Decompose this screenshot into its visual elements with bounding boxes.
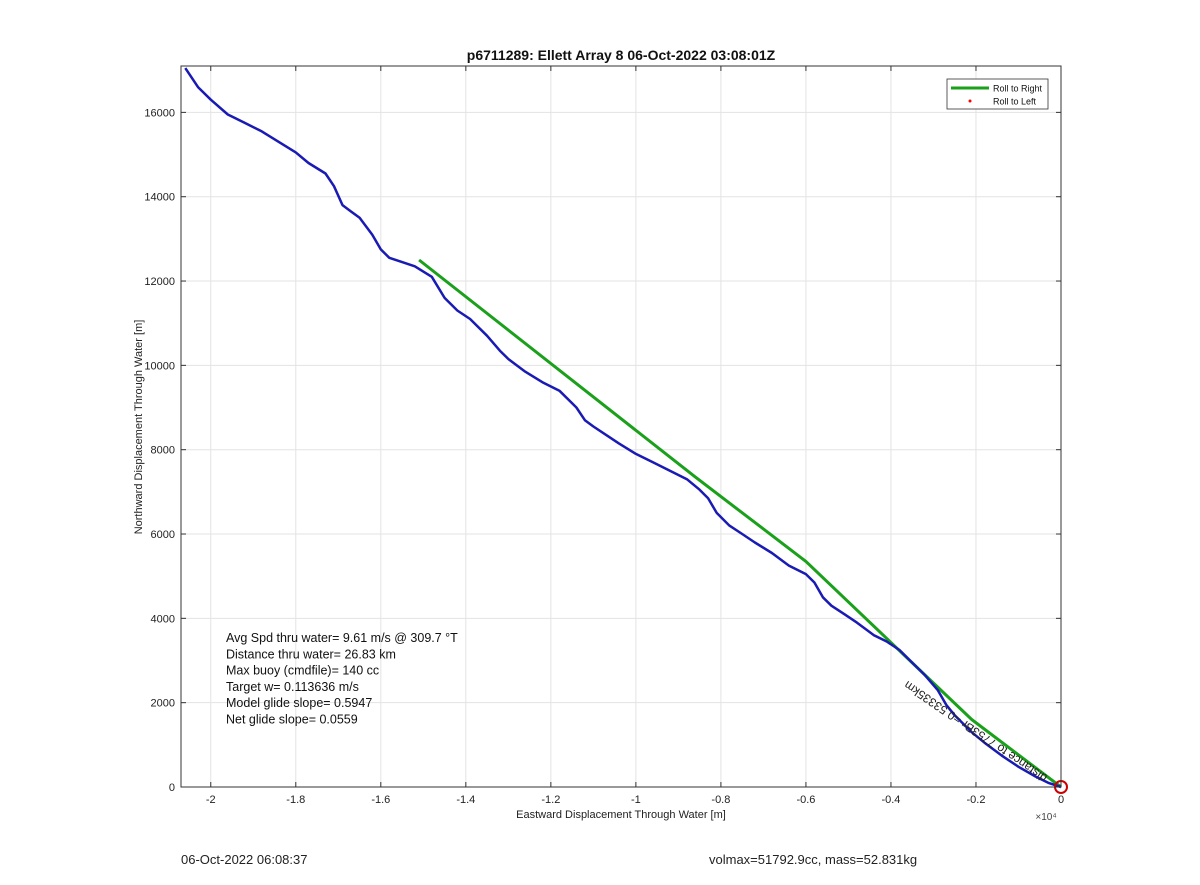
legend-label: Roll to Right bbox=[993, 84, 1043, 94]
y-tick-label: 16000 bbox=[144, 107, 175, 119]
x-axis-label: Eastward Displacement Through Water [m] bbox=[516, 809, 726, 821]
y-tick-label: 0 bbox=[169, 782, 175, 794]
x-tick-label: 0 bbox=[1058, 794, 1064, 806]
x-tick-label: -1.6 bbox=[371, 794, 390, 806]
y-tick-label: 4000 bbox=[151, 613, 175, 625]
stats-annotation-block: Avg Spd thru water= 9.61 m/s @ 309.7 °T D… bbox=[226, 631, 458, 727]
y-tick-label: 14000 bbox=[144, 192, 175, 204]
axis-ticks: -2 -1.8 -1.6 -1.4 -1.2 -1 -0.8 -0.6 -0.4 -0.2 0 0 20… bbox=[144, 66, 1064, 806]
stats-line: Avg Spd thru water= 9.61 m/s @ 309.7 °T bbox=[226, 631, 458, 645]
footer-vol-mass: volmax=51792.9cc, mass=52.831kg bbox=[709, 852, 918, 867]
x-tick-label: -1.2 bbox=[541, 794, 560, 806]
y-tick-label: 2000 bbox=[151, 698, 175, 710]
series-roll-to-right bbox=[418, 258, 1062, 789]
chart-legend: Roll to Right Roll to Left bbox=[946, 78, 1049, 110]
x-tick-label: -0.8 bbox=[711, 794, 730, 806]
legend-swatch-dot bbox=[968, 99, 972, 103]
series-track bbox=[184, 67, 1062, 789]
x-tick-label: -1.8 bbox=[286, 794, 305, 806]
x-tick-label: -2 bbox=[206, 794, 216, 806]
x-tick-label: -0.2 bbox=[966, 794, 985, 806]
y-tick-label: 6000 bbox=[151, 529, 175, 541]
y-axis-label: Northward Displacement Through Water [m] bbox=[133, 320, 145, 535]
x-tick-label: -0.4 bbox=[881, 794, 900, 806]
stats-line: Net glide slope= 0.0559 bbox=[226, 713, 358, 727]
y-tick-label: 8000 bbox=[151, 445, 175, 457]
x-axis-exponent-label: ×10⁴ bbox=[1035, 812, 1056, 823]
y-tick-label: 12000 bbox=[144, 276, 175, 288]
footer-timestamp: 06-Oct-2022 06:08:37 bbox=[181, 852, 308, 867]
stats-line: Distance thru water= 26.83 km bbox=[226, 647, 396, 661]
axes-box bbox=[180, 65, 1062, 788]
stats-line: Max buoy (cmdfile)= 140 cc bbox=[226, 664, 379, 678]
legend-label: Roll to Left bbox=[993, 97, 1037, 107]
stats-line: Target w= 0.113636 m/s bbox=[226, 680, 359, 694]
x-tick-label: -1 bbox=[631, 794, 641, 806]
chart-title: p6711289: Ellett Array 8 06-Oct-2022 03:… bbox=[467, 47, 776, 63]
stats-line: Model glide slope= 0.5947 bbox=[226, 696, 372, 710]
legend-box bbox=[946, 78, 1049, 110]
x-tick-label: -1.4 bbox=[456, 794, 475, 806]
x-tick-label: -0.6 bbox=[796, 794, 815, 806]
y-tick-label: 10000 bbox=[144, 360, 175, 372]
